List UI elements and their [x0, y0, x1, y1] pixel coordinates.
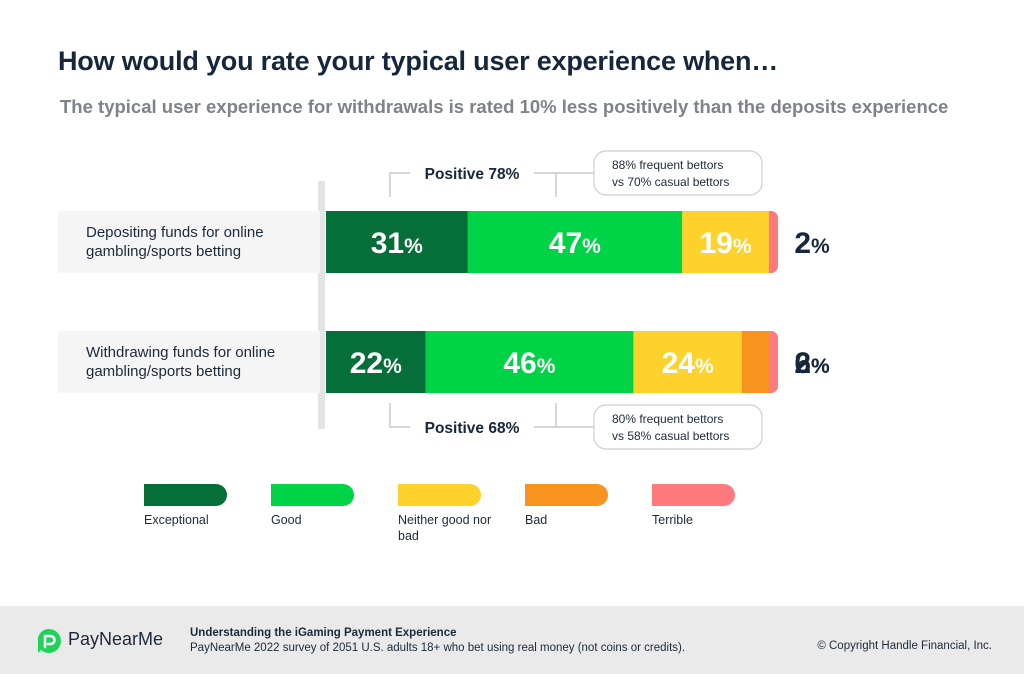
- note-line: 88% frequent bettors: [612, 158, 723, 172]
- data-label: 31%: [371, 227, 423, 260]
- data-label: 47%: [549, 227, 601, 260]
- category-label-bg: [58, 331, 320, 393]
- positive-label: Positive 68%: [425, 420, 520, 437]
- legend-label: Good: [271, 513, 302, 527]
- note-line: vs 70% casual bettors: [612, 175, 729, 189]
- brand-name: PayNearMe: [68, 629, 164, 649]
- footer: PayNearMe Understanding the iGaming Paym…: [0, 606, 1024, 674]
- legend-swatch: [271, 484, 354, 506]
- copyright: © Copyright Handle Financial, Inc.: [817, 640, 992, 652]
- legend-label: Neither good nor bad: [398, 513, 492, 543]
- bar-neither-good-nor-bad-row2: [633, 331, 743, 393]
- data-label: 2%: [794, 347, 830, 380]
- note-line: 80% frequent bettors: [612, 412, 723, 426]
- bar-terrible-row1: [768, 211, 778, 273]
- stacked-bar-chart: Depositing funds for online gambling/spor…: [58, 150, 830, 450]
- chart-subtitle: The typical user experience for withdraw…: [60, 96, 949, 117]
- data-label: 22%: [350, 347, 402, 380]
- legend-item-exceptional: Exceptional: [144, 484, 264, 528]
- positive-label: Positive 78%: [425, 166, 520, 183]
- chart-title: How would you rate your typical user exp…: [58, 46, 779, 76]
- legend-item-neither-good-nor-bad: Neither good nor bad: [398, 484, 518, 544]
- bar-neither-good-nor-bad-row1: [682, 211, 770, 273]
- report-title: Understanding the iGaming Payment Experi…: [190, 627, 457, 639]
- legend-item-good: Good: [271, 484, 391, 528]
- data-label: 24%: [662, 347, 714, 380]
- legend-label: Exceptional: [144, 513, 209, 527]
- legend-swatch: [144, 484, 227, 506]
- note-bubble: [593, 404, 763, 450]
- legend: Exceptional Good Neither good nor bad Bad Te…: [0, 484, 1024, 554]
- bar-exceptional-row2: [326, 331, 426, 393]
- category-label: Depositing funds for online gambling/spor…: [86, 224, 264, 260]
- legend-label: Bad: [525, 513, 548, 527]
- note-bubble: [593, 150, 763, 196]
- axis-line: [318, 181, 325, 429]
- data-label: 6%: [794, 347, 830, 380]
- bar-exceptional-row1: [326, 211, 469, 273]
- note-line: vs 58% casual bettors: [612, 429, 729, 443]
- legend-item-bad: Bad: [525, 484, 645, 528]
- data-label: 46%: [503, 347, 555, 380]
- bar-good-row1: [467, 211, 683, 273]
- legend-item-terrible: Terrible: [652, 484, 772, 528]
- category-label-bg: [58, 211, 320, 273]
- paynearme-logo-icon: [37, 628, 61, 653]
- category-label: Withdrawing funds for online gambling/spo…: [86, 344, 275, 380]
- bar-good-row2: [425, 331, 634, 393]
- legend-swatch: [525, 484, 608, 506]
- data-label: 2%: [794, 227, 830, 260]
- positive-label-bg: [410, 161, 534, 185]
- positive-label-bg: [410, 415, 534, 439]
- data-label: 19%: [699, 227, 751, 260]
- bar-bad-row2: [741, 331, 770, 393]
- bar-terrible-row2: [768, 331, 778, 393]
- legend-swatch: [398, 484, 481, 506]
- legend-swatch: [652, 484, 735, 506]
- survey-source: PayNearMe 2022 survey of 2051 U.S. adult…: [190, 642, 686, 654]
- legend-label: Terrible: [652, 513, 693, 527]
